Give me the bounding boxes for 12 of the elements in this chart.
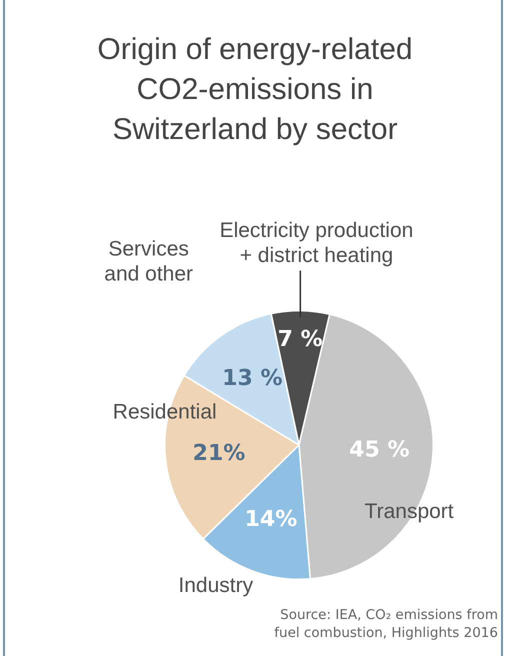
data-label: 7 % [278,327,323,352]
slice-label: Transport [364,500,454,523]
data-label: 14% [244,507,298,532]
data-label: 13 % [222,366,283,392]
slice-label: Services and other [104,238,194,286]
chart-title: Origin of energy-related CO2-emissions in Switzerland by sector [96,32,414,148]
slice-label: Electricity production + district heating [220,218,414,267]
slice-label: Industry [178,574,254,597]
data-label: 21% [192,440,246,466]
data-label: 45 % [349,438,410,463]
slice-label: Residential [112,400,217,424]
source-note: Source: IEA, CO₂ emissions from fuel combustion, Highlights 2016 [273,606,498,642]
